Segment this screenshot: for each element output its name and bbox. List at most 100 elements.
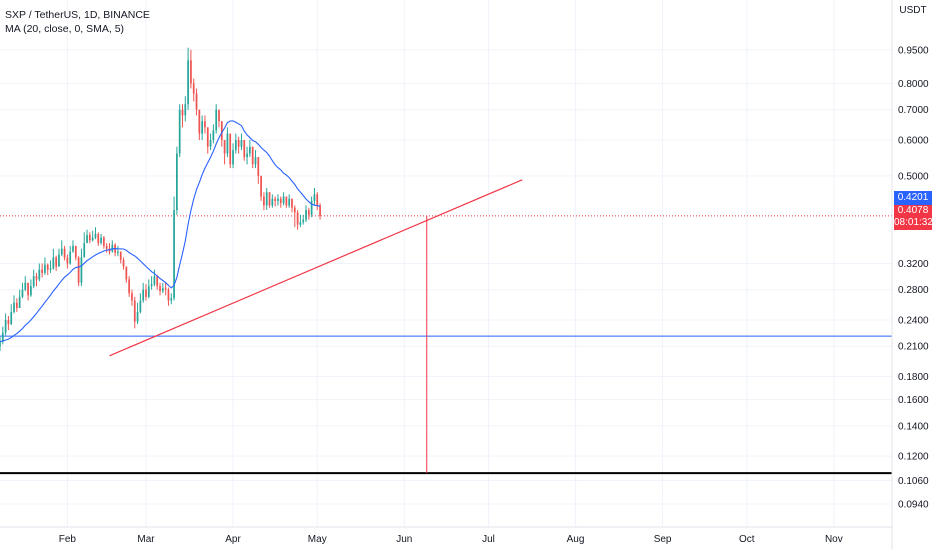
candle-body <box>190 60 192 84</box>
candle-body <box>133 300 136 322</box>
candle-body <box>316 194 319 206</box>
candle-body <box>215 109 218 131</box>
candle-body <box>49 268 52 270</box>
candle-body <box>21 289 24 297</box>
candle-body <box>209 140 212 147</box>
candle-body <box>313 194 316 201</box>
candle-body <box>136 311 139 322</box>
chart-grid <box>0 0 892 527</box>
candle-body <box>72 245 74 252</box>
candle-body <box>66 257 69 264</box>
candle-body <box>288 198 291 206</box>
symbol-title[interactable]: SXP / TetherUS, 1D, BINANCE <box>5 9 150 21</box>
candle-body <box>13 302 15 312</box>
candle-body <box>88 234 91 241</box>
candle-body <box>145 289 147 297</box>
y-tick-label: 0.7000 <box>898 105 929 116</box>
candle-body <box>206 127 209 147</box>
candle-body <box>176 153 178 211</box>
candle-body <box>74 245 77 258</box>
candle-body <box>249 146 251 154</box>
candle-body <box>277 198 279 201</box>
candle-body <box>83 243 86 258</box>
candle-body <box>204 121 206 128</box>
candle-body <box>212 130 215 141</box>
candle-body <box>237 140 240 147</box>
candle-body <box>232 150 234 165</box>
candle-body <box>226 133 229 154</box>
candle-body <box>299 222 302 225</box>
candle-body <box>268 192 271 206</box>
candle-body <box>291 198 293 208</box>
y-tick-label: 0.5000 <box>898 171 929 182</box>
candle-body <box>198 109 201 134</box>
candle-body <box>142 289 145 301</box>
candle-body <box>178 109 181 154</box>
candle-body <box>187 60 189 105</box>
candle-body <box>279 198 282 204</box>
candle-body <box>24 282 27 290</box>
candle-body <box>229 133 232 165</box>
candle-body <box>46 264 49 270</box>
candle-body <box>100 237 102 244</box>
indicator-label[interactable]: MA (20, close, 0, SMA, 5) <box>5 23 125 35</box>
candle-body <box>234 140 237 151</box>
y-tick-label: 0.8000 <box>898 79 929 90</box>
candle-body <box>44 264 46 273</box>
candle-body <box>201 121 204 134</box>
candle-body <box>147 286 150 297</box>
candle-body <box>195 93 198 110</box>
countdown-timer: 08:01:32 <box>894 217 932 228</box>
current-price-value: 0.4078 <box>897 205 929 216</box>
trendline[interactable] <box>109 179 523 357</box>
candle-body <box>307 210 310 215</box>
candle-body <box>181 109 184 116</box>
candle-body <box>184 104 187 116</box>
x-tick-label: Mar <box>137 534 155 545</box>
candle-body <box>7 319 10 325</box>
candle-body <box>285 196 288 206</box>
x-tick-label: Apr <box>225 534 241 545</box>
candle-body <box>38 269 41 280</box>
time-axis[interactable]: Feb Mar Apr May Jun Jul Aug Sep Oct Nov <box>0 526 892 545</box>
candle-body <box>305 210 307 220</box>
price-axis[interactable]: 0.0940 0.1060 0.1200 0.1400 0.1600 0.1800 0.21… <box>891 0 929 550</box>
candle-body <box>173 210 175 299</box>
candle-body <box>251 146 254 165</box>
candle-body <box>58 254 60 267</box>
candle-body <box>161 288 164 292</box>
y-tick-label: 0.1060 <box>898 476 929 487</box>
candle-body <box>63 248 66 258</box>
candle-body <box>128 279 131 294</box>
candle-body <box>77 257 80 283</box>
candle-body <box>1 332 4 342</box>
trendline-group[interactable] <box>109 179 523 474</box>
chart-legend: SXP / TetherUS, 1D, BINANCE MA (20, clos… <box>5 8 150 36</box>
candle-body <box>27 282 29 296</box>
candle-body <box>220 121 223 141</box>
candle-body <box>293 207 296 213</box>
candle-body <box>170 298 173 301</box>
ma-line[interactable] <box>0 120 321 343</box>
candle-body <box>69 251 72 264</box>
candle-body <box>86 234 88 244</box>
candle-body <box>254 157 257 165</box>
y-tick-label: 0.1200 <box>898 452 929 463</box>
y-tick-label: 0.6000 <box>898 136 929 147</box>
candle-body <box>32 276 35 287</box>
x-tick-label: Nov <box>825 534 843 545</box>
candle-body <box>260 175 262 197</box>
candle-body <box>271 198 274 206</box>
candle-body <box>319 205 321 216</box>
ma-price-tag: 0.4201 <box>894 191 932 205</box>
horizontal-lines <box>0 215 892 475</box>
candle-body <box>246 153 248 158</box>
candle-body <box>257 157 260 176</box>
x-tick-label: May <box>308 534 327 545</box>
candle-body <box>41 269 43 273</box>
currency-label: USDT <box>899 5 927 16</box>
candle-body <box>35 276 38 280</box>
current-price-tag: 0.4078 08:01:32 <box>894 205 932 230</box>
x-tick-label: Jul <box>482 534 495 545</box>
